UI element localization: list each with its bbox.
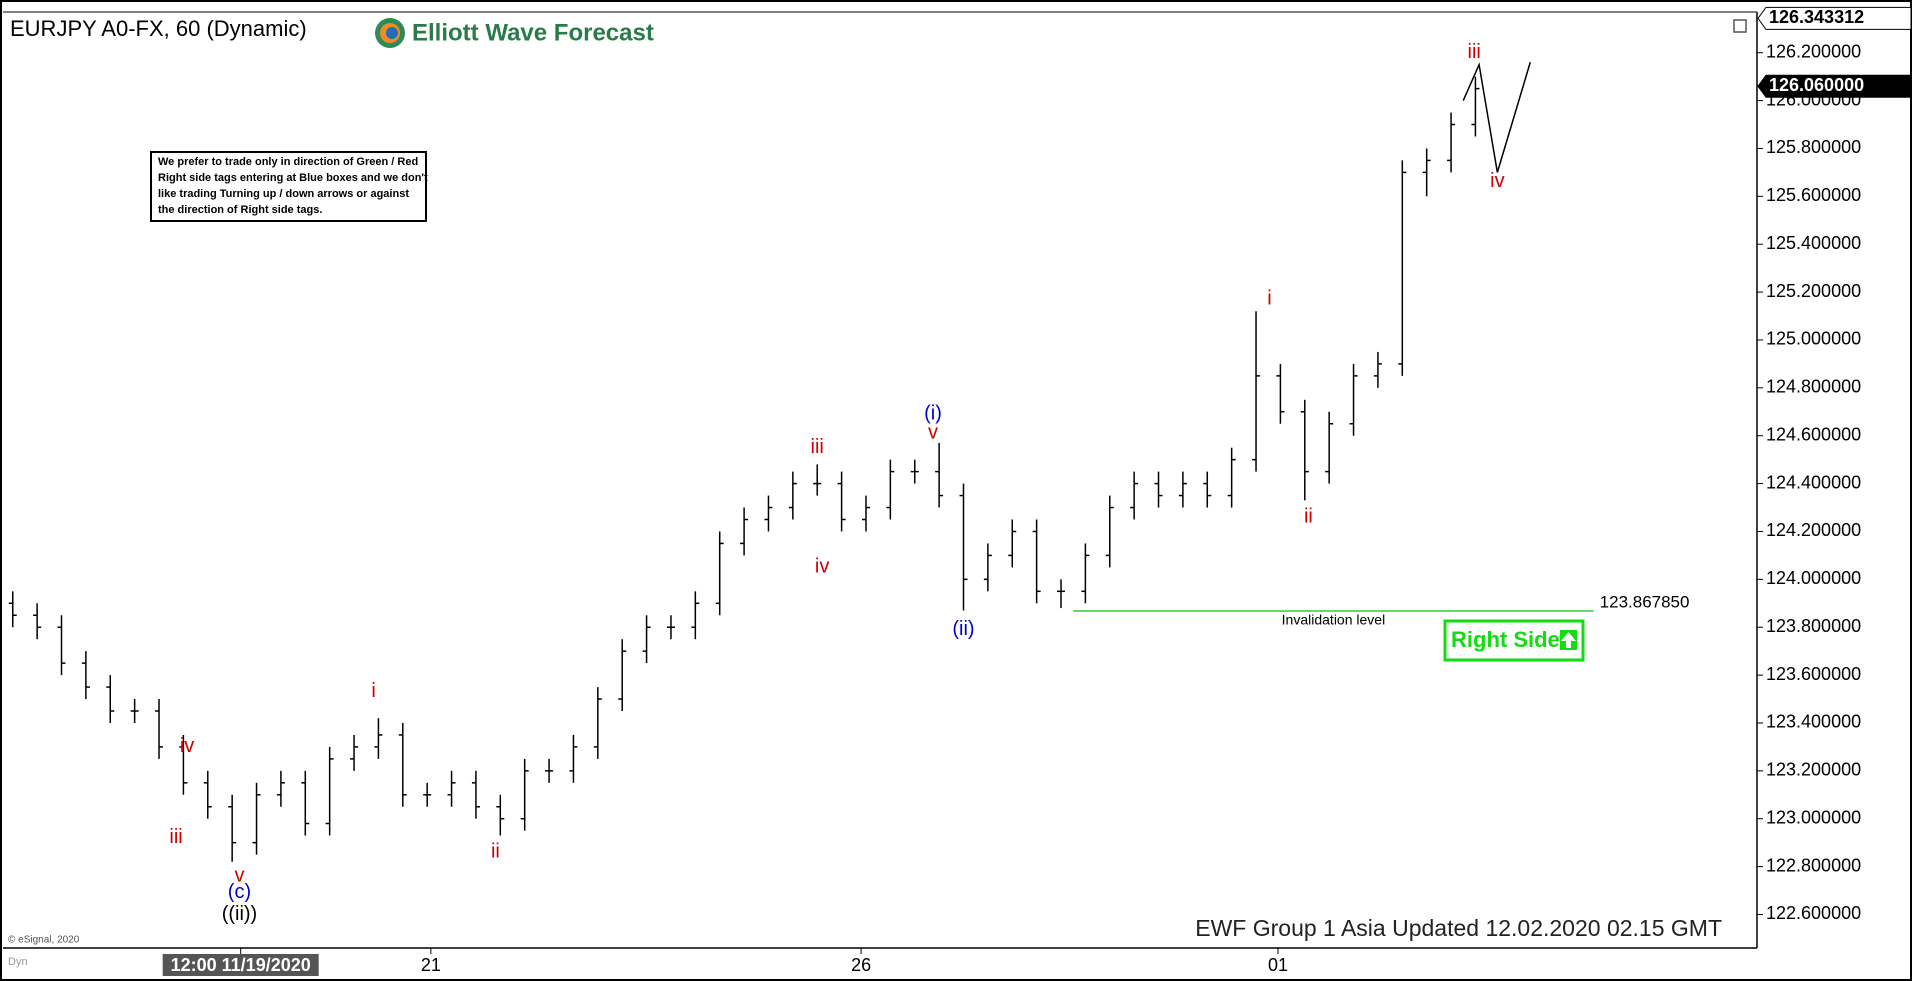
tag-arrow [1561, 632, 1576, 648]
y-tick-label: 123.000000 [1766, 807, 1861, 827]
tag-text: Right Side [1451, 627, 1560, 652]
update-text: EWF Group 1 Asia Updated 12.02.2020 02.1… [1195, 915, 1722, 941]
logo-text: Elliott Wave Forecast [412, 19, 654, 46]
wave-label: iv [815, 556, 829, 578]
y-tick-label: 124.600000 [1766, 424, 1861, 444]
note-line: We prefer to trade only in direction of … [158, 156, 418, 168]
y-tick-label: 122.800000 [1766, 855, 1861, 875]
wave-label: v [234, 864, 244, 886]
x-tick-label: 21 [421, 955, 441, 975]
wave-label: iv [1490, 170, 1504, 192]
chart-title: EURJPY A0-FX, 60 (Dynamic) [10, 16, 307, 41]
wave-label: iii [811, 436, 824, 458]
note-line: like trading Turning up / down arrows or… [158, 188, 409, 200]
logo-icon [386, 27, 398, 39]
note: We prefer to trade only in direction of … [158, 156, 428, 216]
wave-label: i [1267, 288, 1271, 310]
invalidation-text: Invalidation level [1282, 612, 1386, 628]
y-tick-label: 125.800000 [1766, 137, 1861, 157]
y-tick-label: 124.800000 [1766, 377, 1861, 397]
y-tick-label: 124.200000 [1766, 520, 1861, 540]
wave-label: iii [169, 826, 182, 848]
x-tick-label: 26 [851, 955, 871, 975]
wave-label: iv [180, 735, 194, 757]
wave-label: (ii) [952, 618, 974, 640]
y-tick-label: 124.000000 [1766, 568, 1861, 588]
window-icon[interactable] [1733, 19, 1747, 33]
wave-label: (c) [228, 881, 251, 903]
y-tick-label: 122.600000 [1766, 903, 1861, 923]
note-box [150, 151, 427, 222]
price-marker-label: 126.343312 [1769, 7, 1864, 27]
wave-label: iii [1468, 41, 1481, 63]
note-line: the direction of Right side tags. [158, 204, 322, 216]
wave-label: i [371, 680, 375, 702]
x-tick-label: 01 [1268, 955, 1288, 975]
price-marker-label: 126.060000 [1769, 75, 1864, 95]
y-tick-label: 126.200000 [1766, 41, 1861, 61]
wave-label: ii [1304, 505, 1313, 527]
y-tick-label: 123.800000 [1766, 616, 1861, 636]
y-tick-label: 124.400000 [1766, 472, 1861, 492]
y-tick-label: 123.200000 [1766, 760, 1861, 780]
x-tick-label: 12:00 11/19/2020 [171, 955, 311, 975]
right-side-tag: Right Side [1443, 619, 1585, 662]
y-tick-label: 123.600000 [1766, 664, 1861, 684]
copyright: © eSignal, 2020 [8, 935, 80, 946]
x-tick-highlight [162, 954, 319, 976]
logo: Elliott Wave Forecast [375, 18, 654, 48]
price-marker-box [1757, 74, 1912, 98]
wave-label: ((ii)) [222, 903, 258, 925]
y-tick-label: 125.200000 [1766, 281, 1861, 301]
note-line: Right side tags entering at Blue boxes a… [158, 172, 428, 184]
wave-label: ii [491, 841, 500, 863]
mode: Dyn [8, 956, 28, 968]
y-tick-label: 125.400000 [1766, 233, 1861, 253]
wave-label: v [928, 422, 938, 444]
projection-line [1462, 62, 1531, 173]
y-tick-label: 125.600000 [1766, 185, 1861, 205]
y-tick-label: 123.400000 [1766, 712, 1861, 732]
invalidation-value: 123.867850 [1600, 592, 1690, 611]
price-marker-box [1757, 6, 1912, 30]
y-tick-label: 125.000000 [1766, 329, 1861, 349]
wave-label: (i) [924, 402, 942, 424]
